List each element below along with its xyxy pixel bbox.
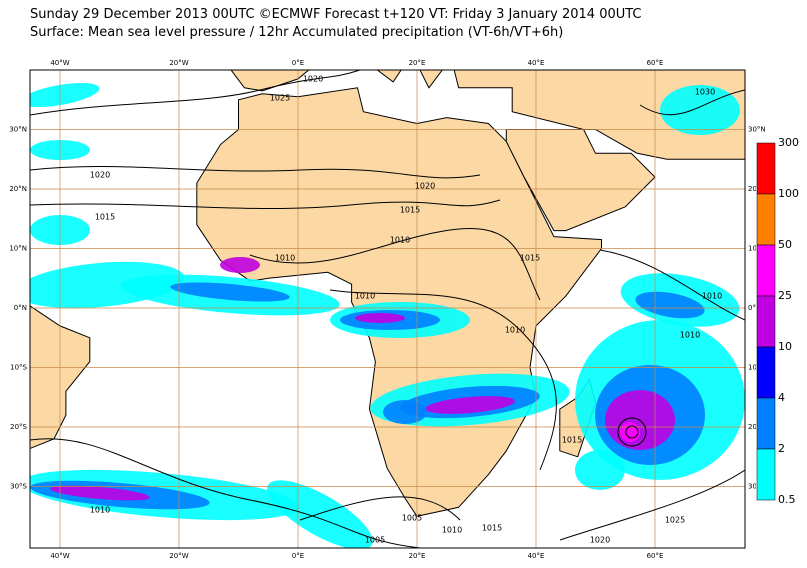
lat-label: 10°S bbox=[10, 364, 27, 372]
title: Sunday 29 December 2013 00UTC ©ECMWF For… bbox=[30, 7, 642, 22]
lon-label: 0°E bbox=[292, 552, 304, 560]
lon-label: 60°E bbox=[647, 552, 664, 560]
colorbar-label: 10 bbox=[778, 340, 792, 353]
lat-label: 30°N bbox=[748, 126, 766, 134]
lat-label: 0°N bbox=[748, 304, 761, 312]
colorbar-label: 50 bbox=[778, 238, 792, 251]
land bbox=[376, 70, 402, 83]
lon-label: 20°W bbox=[169, 59, 188, 67]
colorbar-label: 300 bbox=[778, 136, 799, 149]
precipitation-area bbox=[620, 422, 640, 442]
isobar-label: 1010 bbox=[390, 236, 410, 245]
lon-label: 60°E bbox=[647, 59, 664, 67]
isobar-label: 1010 bbox=[505, 326, 525, 335]
land bbox=[419, 70, 443, 89]
isobar-label: 1010 bbox=[355, 292, 375, 301]
colorbar-segment bbox=[756, 397, 776, 450]
colorbar-label: 2 bbox=[778, 442, 785, 455]
lon-label: 40°E bbox=[528, 59, 545, 67]
isobar-label: 1010 bbox=[275, 254, 295, 263]
isobar-label: 1020 bbox=[90, 171, 110, 180]
isobar-label: 1020 bbox=[590, 536, 610, 545]
isobar-label: 1005 bbox=[365, 536, 385, 545]
map-layers bbox=[30, 70, 745, 548]
colorbar-segment bbox=[756, 346, 776, 399]
isobar-label: 1020 bbox=[415, 182, 435, 191]
isobar-label: 1010 bbox=[90, 506, 110, 515]
isobar-label: 1010 bbox=[702, 292, 722, 301]
isobar bbox=[599, 249, 745, 321]
isobar-label: 1005 bbox=[402, 514, 422, 523]
subtitle: Surface: Mean sea level pressure / 12hr … bbox=[30, 25, 564, 40]
precipitation-area bbox=[50, 485, 150, 501]
lat-label: 0°N bbox=[14, 304, 27, 312]
precipitation-area bbox=[170, 282, 290, 302]
low-centre bbox=[617, 417, 647, 447]
lon-label: 40°E bbox=[528, 552, 545, 560]
precipitation-area bbox=[635, 291, 705, 319]
colorbar-segment bbox=[756, 295, 776, 348]
precipitation-area bbox=[267, 480, 373, 548]
precipitation-area bbox=[660, 85, 740, 135]
lon-label: 20°E bbox=[409, 552, 426, 560]
precipitation-area bbox=[220, 257, 260, 273]
lon-label: 0°E bbox=[292, 59, 304, 67]
precipitation-area bbox=[383, 400, 427, 424]
isobar-label: 1015 bbox=[95, 213, 115, 222]
low-centre bbox=[625, 425, 639, 439]
lon-label: 20°W bbox=[169, 552, 188, 560]
isobar bbox=[249, 228, 541, 301]
isobar-label: 1015 bbox=[482, 524, 502, 533]
isobar bbox=[329, 289, 557, 471]
isobar-label: 1015 bbox=[400, 206, 420, 215]
isobar bbox=[30, 199, 501, 210]
lat-label: 20°S bbox=[10, 423, 27, 431]
map-frame bbox=[29, 69, 746, 549]
isobar bbox=[639, 89, 745, 116]
colorbar-label: 25 bbox=[778, 289, 792, 302]
precipitation-area bbox=[575, 450, 625, 490]
isobar bbox=[30, 166, 481, 179]
colorbar-segment bbox=[756, 193, 776, 246]
isobar-label: 1010 bbox=[442, 526, 462, 535]
colorbar-segment bbox=[756, 244, 776, 297]
lat-label: 20°N bbox=[9, 185, 27, 193]
isobar-label: 1010 bbox=[680, 331, 700, 340]
precipitation-area bbox=[425, 396, 515, 414]
isobar-label: 1020 bbox=[303, 75, 323, 84]
isobar-label: 1025 bbox=[665, 516, 685, 525]
lat-label: 10°N bbox=[9, 245, 27, 253]
isobar bbox=[30, 70, 361, 116]
colorbar-segment bbox=[756, 142, 776, 195]
isobar-label: 1015 bbox=[562, 436, 582, 445]
colorbar-segment bbox=[756, 448, 776, 501]
isobar bbox=[30, 438, 421, 548]
lat-label: 30°N bbox=[9, 126, 27, 134]
isobar-label: 1025 bbox=[270, 94, 290, 103]
lon-label: 40°W bbox=[50, 552, 69, 560]
isobar-label: 1030 bbox=[695, 88, 715, 97]
colorbar-label: 100 bbox=[778, 187, 799, 200]
precipitation-area bbox=[355, 313, 405, 323]
lon-label: 40°W bbox=[50, 59, 69, 67]
colorbar-label: 0.5 bbox=[778, 493, 796, 506]
isobar-label: 1015 bbox=[520, 254, 540, 263]
lon-label: 20°E bbox=[409, 59, 426, 67]
isobar bbox=[559, 469, 745, 541]
colorbar-label: 4 bbox=[778, 391, 785, 404]
isobar bbox=[299, 496, 461, 521]
lat-label: 30°S bbox=[10, 483, 27, 491]
